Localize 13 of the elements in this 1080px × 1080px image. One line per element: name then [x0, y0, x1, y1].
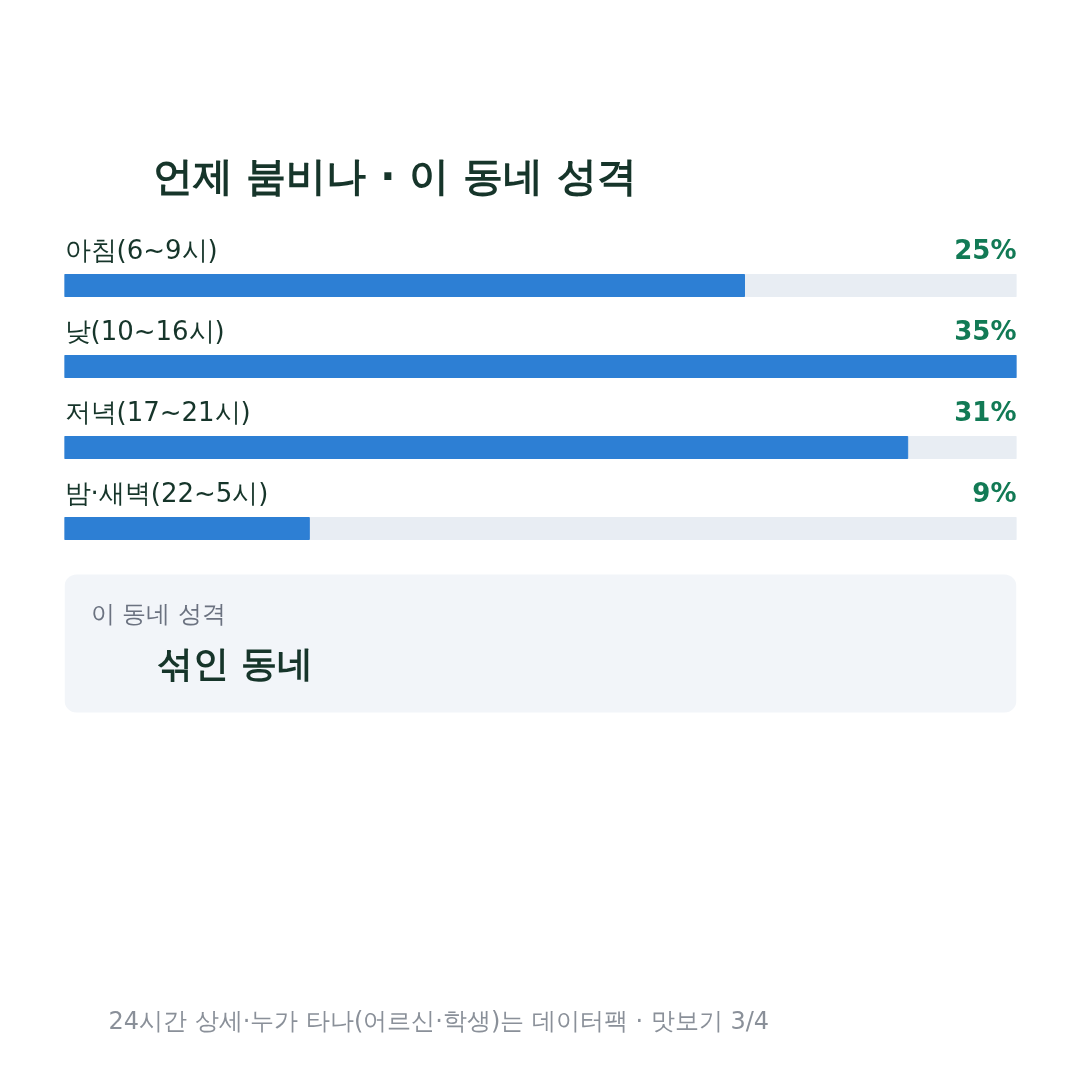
data-label: 25% — [954, 234, 1017, 265]
text: 24시간 상세·누가 타나(어르신·학생)는 데이터팩 · 맛보기 3/4 — [108, 1006, 770, 1035]
bar — [64, 517, 310, 540]
chart-title: 언제 붐비나 · 이 동네 성격 — [152, 152, 638, 199]
text: 섞인 동네 — [156, 643, 314, 684]
data-label: 31% — [954, 396, 1017, 427]
y-tick-label: 아침(6~9시) — [64, 234, 218, 265]
text: 이 동네 성격 — [90, 599, 226, 628]
data-label: 9% — [972, 477, 1017, 508]
y-tick-label: 저녁(17~21시) — [64, 396, 251, 427]
y-tick-label: 낮(10~16시) — [64, 315, 225, 346]
data-label: 35% — [954, 315, 1017, 346]
y-tick-label: 밤·새벽(22~5시) — [64, 477, 269, 508]
